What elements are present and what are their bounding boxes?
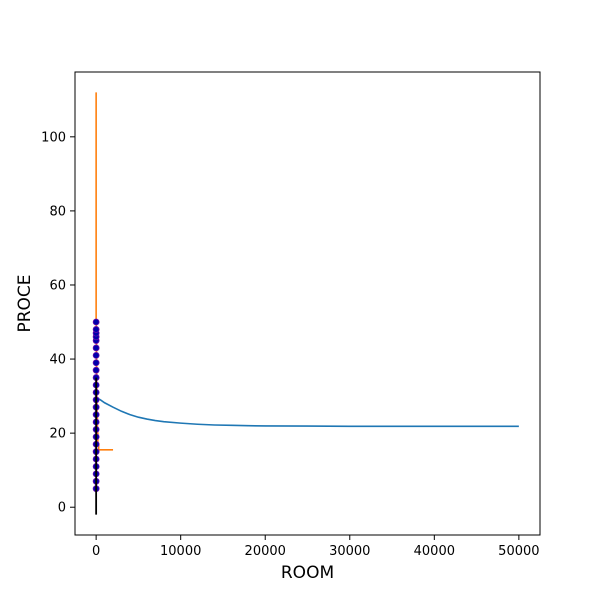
- y-tick-label: 80: [49, 204, 66, 219]
- y-tick-label: 0: [58, 501, 66, 516]
- plot-area: [92, 92, 519, 515]
- scatter-point: [92, 344, 100, 352]
- x-axis-label: ROOM: [281, 563, 334, 583]
- y-axis-label: PROCE: [15, 274, 35, 332]
- plot-frame: [74, 71, 541, 536]
- series-layer: [92, 92, 519, 515]
- scatter-point: [92, 366, 100, 374]
- y-tick-label: 100: [41, 130, 66, 145]
- x-tick-label: 0: [92, 544, 100, 559]
- x-tick-label: 10000: [160, 544, 201, 559]
- x-axis-ticks: 0 10000 20000 30000 40000 50000: [92, 535, 540, 559]
- y-tick-label: 60: [49, 278, 66, 293]
- y-tick-label: 20: [49, 427, 66, 442]
- series-line-blue: [96, 397, 519, 428]
- y-tick-label: 40: [49, 353, 66, 368]
- x-tick-label: 50000: [498, 544, 539, 559]
- x-tick-label: 20000: [245, 544, 286, 559]
- y-axis-ticks: 0 20 40 60 80 100: [41, 130, 75, 516]
- scatter-point: [92, 318, 100, 326]
- x-tick-label: 30000: [329, 544, 370, 559]
- scatter-point: [92, 359, 100, 367]
- scatter-point: [92, 326, 100, 333]
- series-step-orange: [95, 92, 114, 451]
- x-tick-label: 40000: [414, 544, 455, 559]
- scatter-point: [92, 351, 100, 359]
